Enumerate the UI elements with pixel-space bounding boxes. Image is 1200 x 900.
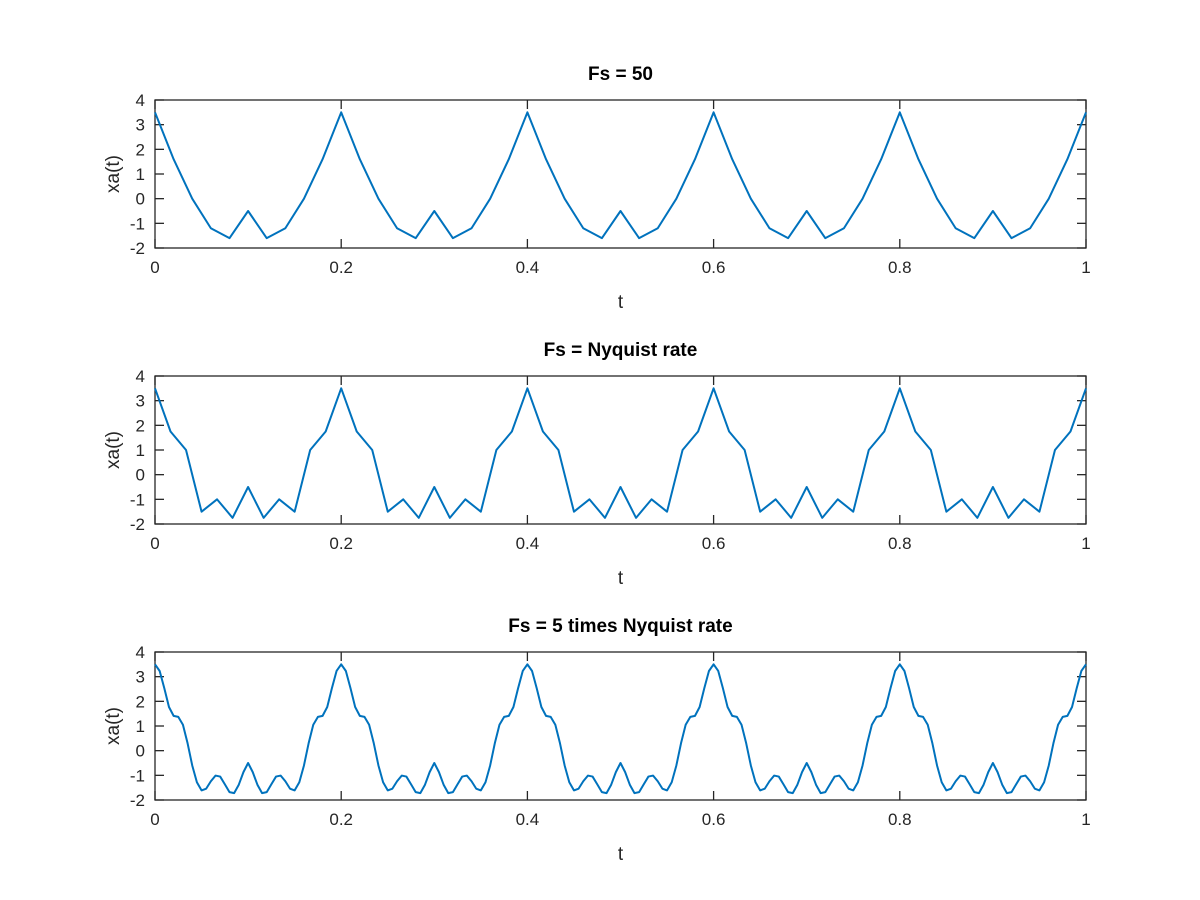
subplot-2-ytick-label: 2 — [136, 416, 145, 435]
subplot-3-xtick-label: 0.2 — [329, 810, 353, 829]
subplot-2-xtick-label: 0.6 — [702, 534, 726, 553]
subplot-1-series-line — [154, 111, 1087, 240]
subplot-1-ytick-label: 1 — [136, 165, 145, 184]
subplot-1-ytick-label: 4 — [136, 91, 145, 110]
subplot-1-ytick-label: 0 — [136, 190, 145, 209]
subplot-3-ticks: 0 0.2 0.4 0.6 0.8 1 -2 -1 0 1 2 3 4 — [130, 643, 1091, 829]
subplot-2-ytick-label: 0 — [136, 466, 145, 485]
subplot-2-axes-frame — [154, 375, 1087, 525]
subplot-2-series-line — [154, 387, 1087, 519]
subplot-1-series — [154, 111, 1087, 240]
subplot-1-ylabel: xa(t) — [103, 155, 124, 193]
subplot-3-ytick-label: 3 — [136, 668, 145, 687]
subplot-2-xtick-label: 0.8 — [888, 534, 912, 553]
subplot-3-title: Fs = 5 times Nyquist rate — [508, 616, 732, 637]
subplot-1-ytick-label: -1 — [130, 214, 145, 233]
subplot-3-ytick-label: -2 — [130, 791, 145, 810]
subplot-1-ticks: 0 0.2 0.4 0.6 0.8 1 -2 -1 0 1 2 3 4 — [130, 91, 1091, 277]
subplot-1-xtick-label: 0.4 — [516, 258, 540, 277]
subplot-2-xtick-label: 1 — [1081, 534, 1090, 553]
subplot-2: Fs = Nyquist rate 0 0.2 0.4 0.6 0.8 1 -2 -1 0 1 2 3… — [103, 340, 1091, 589]
subplot-3-xtick-label: 0.4 — [516, 810, 540, 829]
subplot-1-xtick-label: 0 — [150, 258, 159, 277]
subplot-2-xtick-label: 0.4 — [516, 534, 540, 553]
subplot-1-xtick-label: 0.8 — [888, 258, 912, 277]
subplot-2-ytick-label: -1 — [130, 490, 145, 509]
subplot-3-xlabel: t — [618, 844, 624, 865]
subplot-3-ytick-label: 0 — [136, 742, 145, 761]
subplot-2-ylabel: xa(t) — [103, 431, 124, 469]
subplot-2-ticks: 0 0.2 0.4 0.6 0.8 1 -2 -1 0 1 2 3 4 — [130, 367, 1091, 553]
subplot-3-ylabel: xa(t) — [103, 707, 124, 745]
subplot-1-xtick-label: 0.6 — [702, 258, 726, 277]
subplot-3-series-line — [154, 663, 1087, 795]
subplot-3-ytick-label: 1 — [136, 717, 145, 736]
subplot-1-axes-frame — [154, 99, 1087, 249]
subplot-3-xtick-label: 1 — [1081, 810, 1090, 829]
subplot-2-title: Fs = Nyquist rate — [544, 340, 698, 361]
subplot-1-xtick-label: 0.2 — [329, 258, 353, 277]
subplot-3-xtick-label: 0 — [150, 810, 159, 829]
subplot-2-xtick-label: 0 — [150, 534, 159, 553]
subplot-1-title: Fs = 50 — [588, 64, 653, 85]
subplot-1-xlabel: t — [618, 292, 624, 313]
subplot-1-ytick-label: 3 — [136, 116, 145, 135]
subplot-1-ytick-label: -2 — [130, 239, 145, 258]
subplot-2-xtick-label: 0.2 — [329, 534, 353, 553]
subplot-2-ytick-label: -2 — [130, 515, 145, 534]
subplot-3-xtick-label: 0.6 — [702, 810, 726, 829]
subplot-1-ytick-label: 2 — [136, 140, 145, 159]
subplot-3-ytick-label: -1 — [130, 766, 145, 785]
subplot-2-series — [154, 387, 1087, 519]
subplot-2-xlabel: t — [618, 568, 624, 589]
subplot-3-ytick-label: 4 — [136, 643, 145, 662]
subplot-3-xtick-label: 0.8 — [888, 810, 912, 829]
subplot-2-ytick-label: 1 — [136, 441, 145, 460]
subplot-3: Fs = 5 times Nyquist rate 0 0.2 0.4 0.6 0.8 1… — [103, 616, 1091, 865]
subplot-2-ytick-label: 3 — [136, 392, 145, 411]
subplot-3-ytick-label: 2 — [136, 692, 145, 711]
subplot-1: Fs = 50 0 0.2 0.4 0.6 0.8 1 -2 -1 0 1 2 3 4 t xa(t) — [103, 64, 1091, 313]
subplot-3-series — [154, 663, 1087, 795]
subplot-2-ytick-label: 4 — [136, 367, 145, 386]
subplot-1-xtick-label: 1 — [1081, 258, 1090, 277]
subplot-3-axes-frame — [154, 651, 1087, 801]
